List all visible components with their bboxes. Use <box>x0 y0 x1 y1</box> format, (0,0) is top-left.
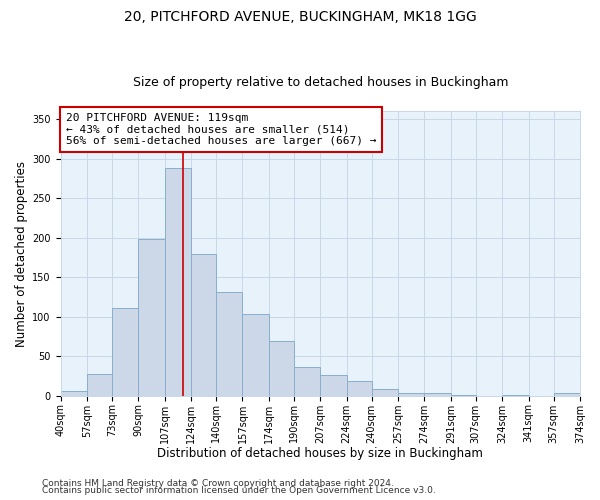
Text: Contains HM Land Registry data © Crown copyright and database right 2024.: Contains HM Land Registry data © Crown c… <box>42 478 394 488</box>
Text: 20, PITCHFORD AVENUE, BUCKINGHAM, MK18 1GG: 20, PITCHFORD AVENUE, BUCKINGHAM, MK18 1… <box>124 10 476 24</box>
Bar <box>242 314 269 396</box>
Bar <box>87 374 112 396</box>
Bar <box>347 380 371 396</box>
Bar <box>216 292 242 396</box>
Bar <box>398 392 424 396</box>
Text: Contains public sector information licensed under the Open Government Licence v3: Contains public sector information licen… <box>42 486 436 495</box>
Bar <box>269 341 294 396</box>
Bar <box>138 240 165 396</box>
Text: 20 PITCHFORD AVENUE: 119sqm
← 43% of detached houses are smaller (514)
56% of se: 20 PITCHFORD AVENUE: 119sqm ← 43% of det… <box>66 113 376 146</box>
X-axis label: Distribution of detached houses by size in Buckingham: Distribution of detached houses by size … <box>157 447 483 460</box>
Bar <box>294 368 320 396</box>
Bar <box>371 390 398 396</box>
Bar <box>502 395 529 396</box>
Bar <box>165 168 191 396</box>
Y-axis label: Number of detached properties: Number of detached properties <box>15 160 28 346</box>
Bar <box>191 254 216 396</box>
Bar <box>320 375 347 396</box>
Bar <box>112 308 138 396</box>
Bar <box>451 395 476 396</box>
Bar <box>61 391 87 396</box>
Bar <box>424 394 451 396</box>
Title: Size of property relative to detached houses in Buckingham: Size of property relative to detached ho… <box>133 76 508 90</box>
Bar <box>554 394 580 396</box>
